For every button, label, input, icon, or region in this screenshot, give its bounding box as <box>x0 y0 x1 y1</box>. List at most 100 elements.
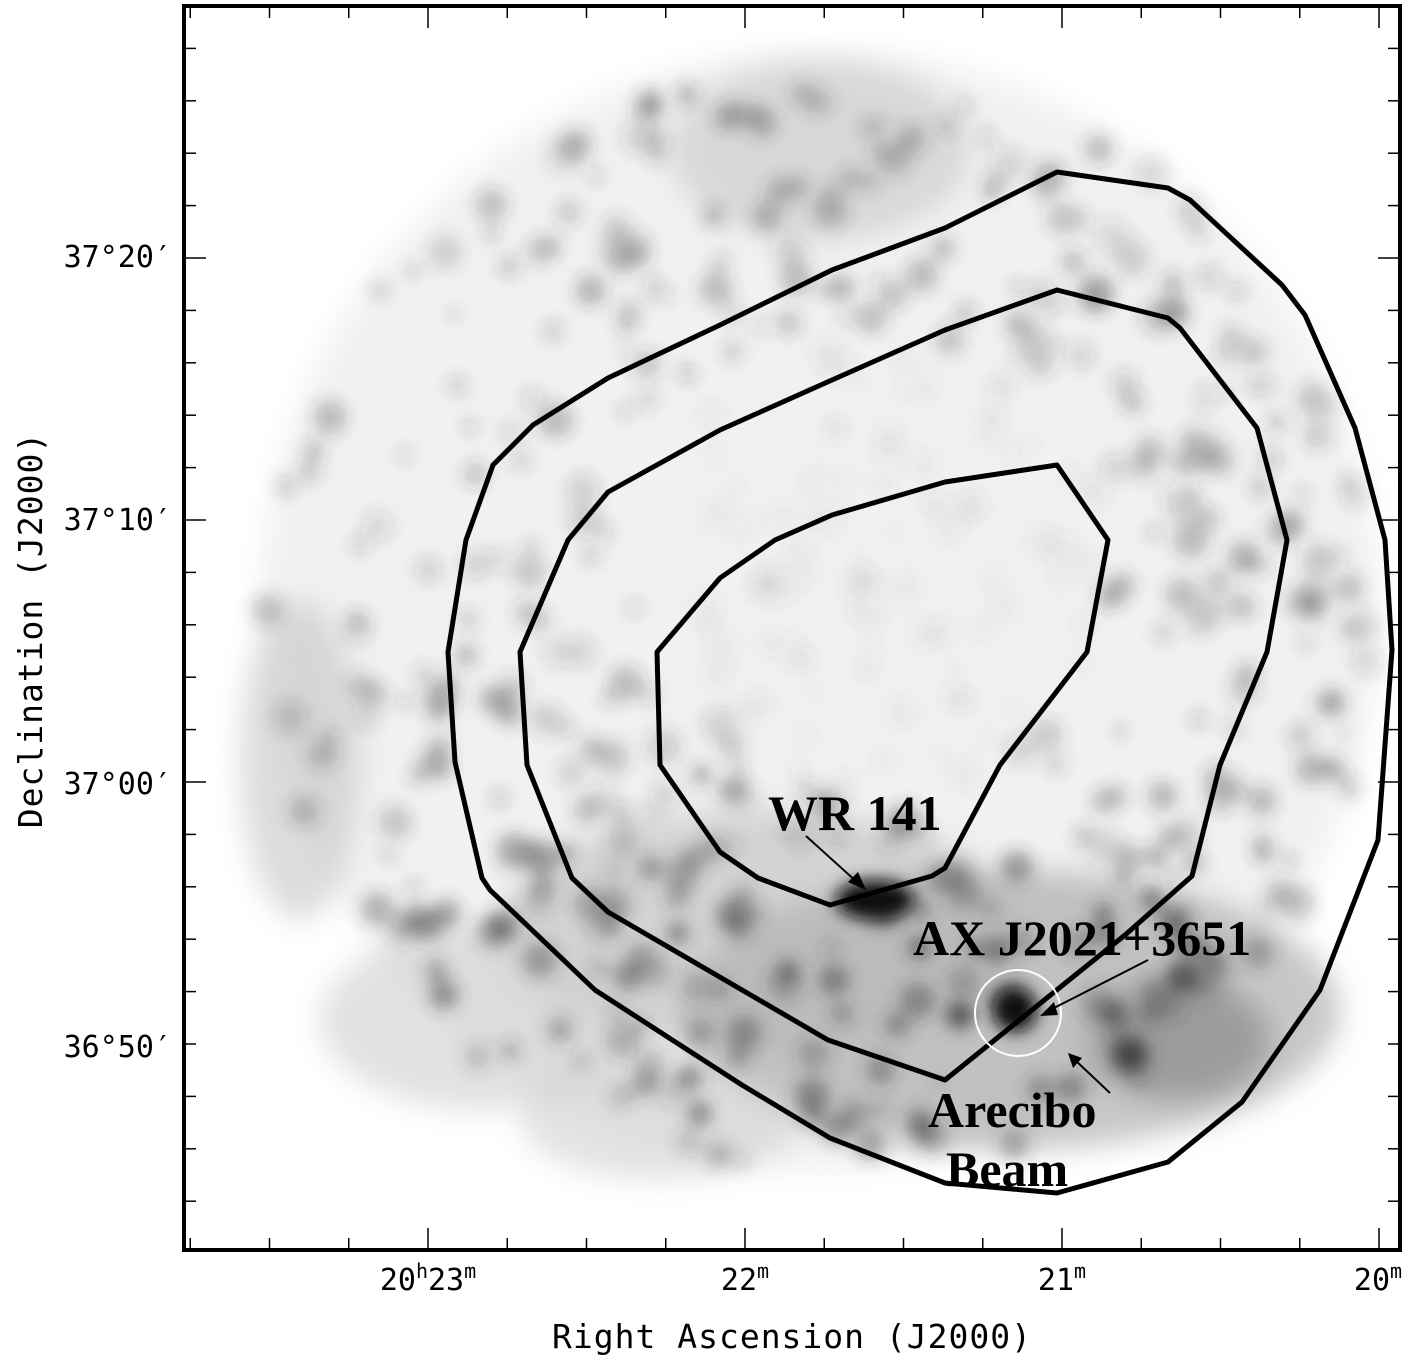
noise-blob <box>448 308 460 320</box>
noise-blob <box>1195 399 1210 414</box>
noise-blob <box>1247 786 1276 815</box>
noise-blob <box>1166 963 1193 990</box>
noise-blob <box>586 787 616 817</box>
noise-blob <box>290 797 319 826</box>
noise-blob <box>502 1042 519 1059</box>
noise-blob <box>1061 250 1086 275</box>
noise-blob <box>499 256 519 276</box>
noise-blob <box>1260 900 1275 915</box>
noise-blob <box>617 301 641 325</box>
noise-blob <box>1025 524 1058 557</box>
noise-blob <box>274 701 307 734</box>
noise-blob <box>705 1141 732 1168</box>
noise-blob <box>905 258 938 291</box>
noise-blob <box>874 420 904 450</box>
noise-blob <box>621 120 655 154</box>
noise-blob <box>854 550 867 563</box>
noise-blob <box>947 966 979 998</box>
noise-blob <box>1258 377 1278 397</box>
noise-blob <box>1085 827 1120 862</box>
noise-blob <box>947 755 982 790</box>
noise-blob <box>383 848 396 861</box>
y-axis-label: Declination (J2000) <box>11 432 50 829</box>
noise-blob <box>1011 346 1025 360</box>
noise-blob <box>1002 448 1019 465</box>
noise-blob <box>974 413 1007 446</box>
noise-blob <box>1295 487 1311 503</box>
noise-blob <box>979 728 994 743</box>
x-tick-hours: 20 <box>380 1263 416 1298</box>
noise-blob <box>484 225 499 240</box>
noise-blob <box>544 237 562 255</box>
noise-blob <box>1101 454 1127 480</box>
noise-blob <box>277 478 295 496</box>
noise-blob <box>719 734 745 760</box>
beam-label-line2: Beam <box>946 1141 1068 1197</box>
noise-blob <box>776 959 801 984</box>
noise-blob <box>675 83 698 106</box>
noise-blob <box>657 287 674 304</box>
noise-blob <box>789 631 803 645</box>
noise-blob <box>746 107 777 138</box>
y-axis-tick-labels: 37°20′ 37°10′ 37°00′ 36°50′ <box>64 240 172 1065</box>
y-tick-label: 37°00′ <box>64 767 172 802</box>
noise-blob <box>604 862 624 882</box>
noise-blob <box>764 697 777 710</box>
noise-blob <box>721 341 743 363</box>
noise-blob <box>731 884 757 910</box>
noise-blob <box>1068 342 1095 369</box>
noise-blob <box>1132 1072 1145 1085</box>
noise-blob <box>798 1039 830 1071</box>
noise-blob <box>1001 851 1033 883</box>
noise-blob <box>1286 588 1316 618</box>
noise-blob <box>1135 436 1166 467</box>
x-axis-tick-labels: 20h23m 22m 21m 20m <box>380 1259 1402 1298</box>
noise-blob <box>1256 559 1271 574</box>
noise-blob <box>1049 566 1074 591</box>
noise-blob <box>666 921 689 944</box>
noise-blob <box>727 1016 762 1051</box>
y-tick-label: 37°10′ <box>64 503 172 538</box>
noise-blob <box>1352 646 1383 677</box>
noise-blob <box>637 389 657 409</box>
noise-blob <box>813 192 848 227</box>
noise-blob <box>523 887 553 917</box>
noise-blob <box>543 321 563 341</box>
noise-blob <box>458 609 479 630</box>
noise-blob <box>751 318 767 334</box>
noise-blob <box>1229 283 1245 299</box>
noise-blob <box>617 344 630 357</box>
noise-blob <box>711 254 729 272</box>
noise-blob <box>665 856 700 891</box>
noise-blob <box>646 729 682 765</box>
noise-blob <box>433 761 452 780</box>
noise-blob <box>509 449 531 471</box>
noise-blob <box>1250 477 1271 498</box>
noise-blob <box>940 119 955 134</box>
noise-blob <box>889 571 923 605</box>
noise-blob <box>406 265 418 277</box>
noise-blob <box>607 824 640 857</box>
noise-blob <box>589 168 604 183</box>
noise-blob <box>932 748 945 761</box>
noise-blob <box>464 1044 490 1070</box>
noise-blob <box>379 806 412 839</box>
noise-blob <box>705 631 739 665</box>
noise-blob <box>767 177 794 204</box>
noise-blob <box>751 906 766 921</box>
noise-blob <box>819 965 849 995</box>
noise-blob <box>363 682 389 708</box>
x-tick-label: 20m <box>1354 1259 1402 1298</box>
noise-blob <box>699 273 732 306</box>
noise-blob <box>512 554 546 588</box>
noise-blob <box>1341 474 1355 488</box>
noise-blob <box>407 881 421 895</box>
noise-blob <box>986 375 1011 400</box>
noise-blob <box>687 1101 712 1126</box>
noise-blob <box>425 960 447 982</box>
noise-blob <box>485 548 509 572</box>
noise-blob <box>783 536 812 565</box>
noise-blob <box>1109 572 1136 599</box>
noise-blob <box>1295 753 1327 785</box>
